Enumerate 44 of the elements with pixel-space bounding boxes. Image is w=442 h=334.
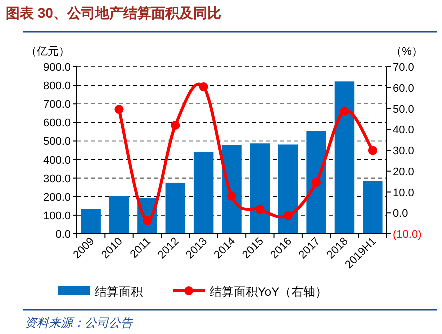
y2-tick-label: 50.0 [393, 104, 414, 116]
point [228, 192, 236, 201]
point [340, 106, 350, 116]
y2-tick-label: 30.0 [393, 146, 414, 158]
y-tick-label: 300.0 [43, 173, 71, 186]
y2-tick-label: 0.0 [393, 208, 408, 220]
point [171, 120, 180, 130]
y-tick-label: 900.0 [43, 62, 71, 74]
bar [250, 144, 270, 234]
y-tick-label: 500.0 [43, 136, 71, 148]
y-tick-label: 200.0 [43, 192, 71, 204]
y2-tick-label: 40.0 [393, 124, 414, 137]
y-axis-title: （亿元） [26, 46, 70, 58]
y-tick-label: 100.0 [43, 210, 71, 222]
y2-tick-label: 60.0 [393, 82, 414, 95]
y-tick-label: 400.0 [43, 154, 71, 167]
bar [306, 131, 326, 234]
bar [334, 82, 355, 234]
point [142, 216, 152, 226]
chart-title: 图表 30、公司地产结算面积及同比 [6, 5, 222, 21]
text: 资料来源：公司公告 [25, 316, 134, 330]
y2-tick-label: 70.0 [393, 62, 414, 74]
point [199, 82, 208, 92]
bar [166, 182, 186, 234]
bar [278, 144, 298, 234]
bar [194, 152, 214, 234]
point [114, 105, 124, 114]
bar [363, 181, 383, 234]
y2-tick-label: 20.0 [393, 166, 414, 178]
y-tick-label: 700.0 [43, 99, 71, 112]
y2-tick-label: (10.0) [393, 229, 422, 241]
bar [81, 209, 101, 234]
bar [109, 196, 130, 234]
y-tick-label: 0.0 [56, 229, 71, 241]
point [368, 146, 378, 156]
y2-tick-label: 10.0 [393, 187, 414, 200]
point [312, 178, 322, 188]
legend-label: 结算面积YoY（右轴） [210, 285, 328, 299]
y2-axis-title: （%） [391, 46, 423, 58]
y-tick-label: 600.0 [43, 118, 71, 130]
point [284, 211, 293, 220]
point [256, 205, 265, 214]
legend-label: 结算面积 [95, 285, 143, 299]
y-tick-label: 800.0 [43, 80, 71, 93]
